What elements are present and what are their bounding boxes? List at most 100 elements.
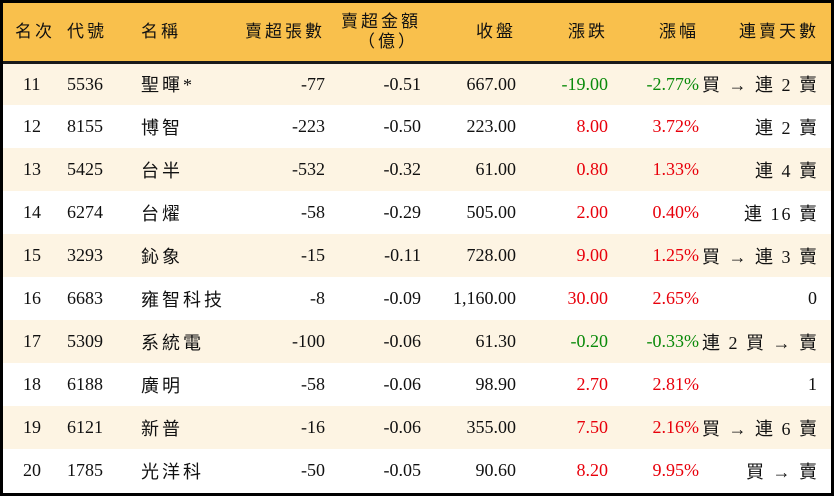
cell-change-pct: 2.65% [652,288,700,308]
cell-change-pct: 2.81% [652,374,700,394]
cell-rank: 15 [23,245,41,265]
cell-code: 5536 [67,73,103,94]
cell-streak: 買 → 連 2 賣 [702,75,819,96]
cell-sell-lots: -223 [292,116,325,136]
cell-close: 61.30 [475,331,517,351]
table-row: 12 8155 博智 -223 -0.50 223.00 8.00 3.72% … [3,105,831,148]
cell-change: 8.20 [576,460,609,480]
cell-change: -0.20 [570,331,609,351]
cell-close: 355.00 [466,417,517,437]
cell-change: -19.00 [561,73,609,94]
cell-close: 1,160.00 [453,288,516,308]
cell-sell-amount: -0.32 [383,159,422,179]
cell-rank: 13 [23,159,41,179]
cell-change-pct: 3.72% [652,116,700,136]
net-sell-ranking-table: 名次 代號 名稱 賣超張數 賣超金額 （億） 收盤 漲跌 漲幅 連賣天數 11 … [3,3,831,492]
table-body: 11 5536 聖暉* -77 -0.51 667.00 -19.00 -2.7… [3,62,831,492]
cell-close: 98.90 [475,374,517,394]
cell-streak: 連 4 賣 [755,160,819,181]
table-row: 11 5536 聖暉* -77 -0.51 667.00 -19.00 -2.7… [3,62,831,105]
header-name: 名稱 [141,21,181,41]
table-row: 16 6683 雍智科技 -8 -0.09 1,160.00 30.00 2.6… [3,277,831,320]
cell-streak: 買 → 連 3 賣 [702,246,819,267]
cell-name: 博智 [141,117,183,138]
cell-change: 2.70 [576,374,609,394]
cell-streak: 連 16 賣 [744,203,819,224]
cell-code: 6683 [67,288,103,308]
table-row: 20 1785 光洋科 -50 -0.05 90.60 8.20 9.95% 買… [3,449,831,492]
header-row: 名次 代號 名稱 賣超張數 賣超金額 （億） 收盤 漲跌 漲幅 連賣天數 [3,3,831,62]
cell-change-pct: -2.77% [646,73,700,94]
header-sell-amount: 賣超金額 （億） [325,3,421,62]
cell-close: 90.60 [475,460,517,480]
cell-code: 5425 [67,159,103,179]
cell-sell-lots: -8 [310,288,325,308]
cell-rank: 11 [23,73,41,94]
cell-sell-lots: -58 [301,202,325,222]
cell-name: 光洋科 [141,461,204,482]
cell-change-pct: -0.33% [646,331,700,351]
cell-streak: 連 2 賣 [755,117,819,138]
cell-name: 廣明 [141,375,183,396]
header-code: 代號 [67,21,107,41]
cell-change: 2.00 [576,202,609,222]
cell-code: 6121 [67,417,103,437]
cell-name: 聖暉* [141,75,195,96]
cell-sell-lots: -16 [301,417,325,437]
cell-sell-amount: -0.06 [383,331,422,351]
cell-sell-lots: -100 [292,331,325,351]
cell-sell-lots: -15 [301,245,325,265]
cell-name: 台半 [141,160,183,181]
cell-name: 鈊象 [141,246,183,267]
cell-rank: 20 [23,460,41,480]
cell-close: 223.00 [466,116,517,136]
cell-rank: 16 [23,288,41,308]
cell-name: 雍智科技 [141,289,225,310]
header-change-pct: 漲幅 [659,21,699,41]
cell-rank: 14 [23,202,41,222]
header-sell-amount-line1: 賣超金額 [341,11,421,31]
cell-change: 9.00 [576,245,609,265]
cell-streak: 買 → 連 6 賣 [702,418,819,439]
cell-sell-lots: -58 [301,374,325,394]
cell-name: 台燿 [141,203,183,224]
cell-change: 0.80 [576,159,609,179]
cell-streak: 0 [808,288,819,308]
header-sell-lots: 賣超張數 [245,21,325,41]
cell-streak: 買 → 賣 [746,461,819,482]
cell-close: 667.00 [466,73,517,94]
cell-code: 8155 [67,116,103,136]
header-change: 漲跌 [568,21,608,41]
table-row: 17 5309 系統電 -100 -0.06 61.30 -0.20 -0.33… [3,320,831,363]
cell-sell-amount: -0.05 [383,460,422,480]
cell-change-pct: 1.33% [652,159,700,179]
cell-code: 5309 [67,331,103,351]
cell-change-pct: 9.95% [652,460,700,480]
cell-sell-lots: -50 [301,460,325,480]
cell-code: 1785 [67,460,103,480]
cell-change: 7.50 [576,417,609,437]
cell-change: 8.00 [576,116,609,136]
cell-sell-amount: -0.09 [383,288,422,308]
cell-sell-lots: -532 [292,159,325,179]
table-row: 14 6274 台燿 -58 -0.29 505.00 2.00 0.40% 連… [3,191,831,234]
cell-sell-amount: -0.06 [383,417,422,437]
cell-close: 61.00 [475,159,517,179]
cell-sell-amount: -0.11 [384,245,421,265]
cell-close: 505.00 [466,202,517,222]
cell-change-pct: 0.40% [652,202,700,222]
cell-rank: 17 [23,331,41,351]
header-rank: 名次 [15,21,55,41]
cell-close: 728.00 [466,245,517,265]
cell-sell-amount: -0.29 [383,202,422,222]
cell-change-pct: 2.16% [652,417,700,437]
cell-rank: 19 [23,417,41,437]
cell-sell-amount: -0.50 [383,116,422,136]
cell-sell-amount: -0.06 [383,374,422,394]
header-streak: 連賣天數 [739,21,819,41]
cell-name: 新普 [141,418,183,439]
cell-code: 6274 [67,202,103,222]
cell-change: 30.00 [567,288,609,308]
cell-sell-lots: -77 [301,73,325,94]
